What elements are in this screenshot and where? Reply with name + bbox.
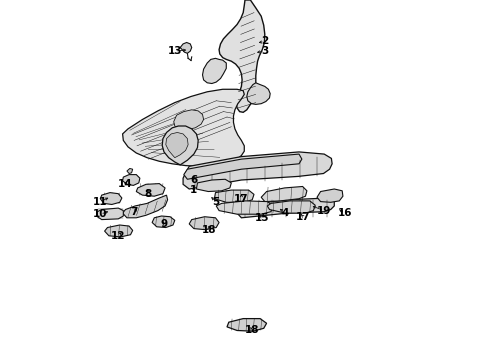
Polygon shape [136, 184, 165, 196]
Polygon shape [166, 132, 188, 158]
Polygon shape [202, 58, 226, 84]
Text: 15: 15 [255, 213, 270, 223]
Polygon shape [261, 186, 307, 202]
Text: 3: 3 [261, 46, 269, 56]
Text: 6: 6 [190, 175, 197, 185]
Polygon shape [98, 208, 123, 220]
Polygon shape [183, 152, 332, 189]
Polygon shape [122, 175, 140, 185]
Text: 2: 2 [261, 36, 269, 46]
Polygon shape [184, 154, 302, 179]
Polygon shape [180, 42, 192, 53]
Polygon shape [216, 201, 273, 214]
Polygon shape [268, 201, 315, 213]
Text: 19: 19 [317, 206, 331, 216]
Polygon shape [104, 225, 133, 237]
Text: 12: 12 [111, 231, 125, 241]
Text: 17: 17 [296, 212, 311, 222]
Polygon shape [152, 216, 175, 228]
Polygon shape [227, 319, 267, 331]
Polygon shape [162, 126, 198, 165]
Polygon shape [189, 217, 219, 230]
Text: 16: 16 [338, 208, 352, 218]
Polygon shape [122, 195, 168, 218]
Text: 5: 5 [213, 197, 220, 207]
Text: 17: 17 [234, 194, 249, 204]
Polygon shape [127, 168, 133, 174]
Text: 8: 8 [144, 189, 151, 199]
Polygon shape [237, 198, 334, 218]
Text: 7: 7 [130, 207, 138, 217]
Polygon shape [174, 110, 204, 130]
Text: 18: 18 [245, 325, 259, 336]
Polygon shape [196, 179, 231, 192]
Text: 18: 18 [202, 225, 216, 235]
Polygon shape [122, 89, 245, 166]
Text: 9: 9 [160, 219, 168, 229]
Text: 11: 11 [93, 197, 107, 207]
Polygon shape [215, 190, 254, 202]
Text: 10: 10 [93, 209, 107, 219]
Polygon shape [247, 83, 270, 104]
Polygon shape [219, 0, 265, 112]
Polygon shape [100, 193, 122, 204]
Polygon shape [317, 189, 343, 202]
Text: 13: 13 [168, 46, 182, 56]
Text: 14: 14 [118, 179, 133, 189]
Text: 4: 4 [282, 208, 289, 218]
Text: 1: 1 [190, 185, 197, 195]
